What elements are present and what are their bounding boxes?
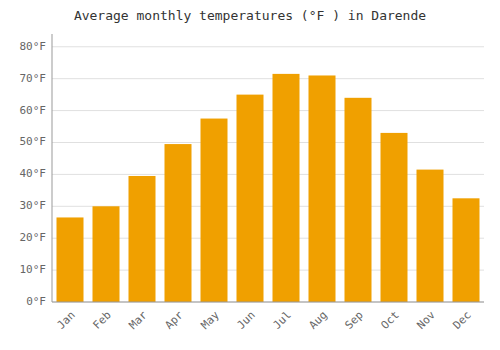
bar (345, 98, 372, 302)
grid-line (52, 78, 484, 79)
bar (93, 206, 120, 302)
chart-svg: 0°F 10°F 20°F 30°F 40°F 50°F 60°F 70°F 80°F Jan Fe… (0, 0, 500, 350)
grid-line (52, 110, 484, 111)
bar (417, 170, 444, 302)
x-tick-label: Jan (55, 309, 78, 332)
y-axis-line (52, 34, 53, 302)
x-tick-label: Sep (343, 309, 366, 332)
y-tick-label: 60°F (20, 104, 47, 117)
bar (129, 176, 156, 302)
y-tick-label: 10°F (20, 263, 47, 276)
bar (165, 144, 192, 302)
title: Average monthly temperatures (°F ) in Da… (74, 8, 426, 23)
bar (237, 95, 264, 302)
bar (201, 119, 228, 302)
x-tick-label: Nov (415, 308, 439, 332)
y-tick-label: 30°F (20, 199, 47, 212)
y-tick-label: 20°F (20, 231, 47, 244)
page: {"chart_data": {"type": "bar", "title": … (0, 0, 500, 350)
bar (273, 74, 300, 302)
x-tick-label: May (199, 308, 223, 332)
x-tick-label: Aug (307, 309, 330, 332)
bars (57, 74, 480, 302)
y-tick-label: 50°F (20, 135, 47, 148)
grid-line (52, 302, 484, 303)
x-tick-label: Oct (379, 309, 402, 332)
y-tick-label: 70°F (20, 72, 47, 85)
chart-container: 0°F 10°F 20°F 30°F 40°F 50°F 60°F 70°F 80°F Jan Fe… (0, 0, 500, 350)
x-tick-label: Jul (271, 309, 294, 332)
x-tick-label: Feb (91, 309, 114, 332)
x-tick-label: Jun (235, 309, 258, 332)
bar (381, 133, 408, 302)
bar (309, 75, 336, 302)
grid-line (52, 142, 484, 143)
y-ticks: 0°F 10°F 20°F 30°F 40°F 50°F 60°F 70°F 80°F (20, 40, 47, 308)
x-ticks: Jan Feb Mar Apr May Jun Jul Aug Sep Oct Nov Dec (55, 308, 474, 332)
y-tick-label: 40°F (20, 167, 47, 180)
x-tick-label: Dec (451, 309, 474, 332)
x-axis-line (52, 302, 484, 303)
bar (57, 217, 84, 302)
grid (52, 47, 484, 302)
y-tick-label: 0°F (26, 295, 46, 308)
grid-line (52, 46, 484, 47)
x-tick-label: Mar (127, 308, 151, 332)
y-tick-label: 80°F (20, 40, 47, 53)
bar (453, 198, 480, 302)
x-tick-label: Apr (163, 308, 187, 332)
